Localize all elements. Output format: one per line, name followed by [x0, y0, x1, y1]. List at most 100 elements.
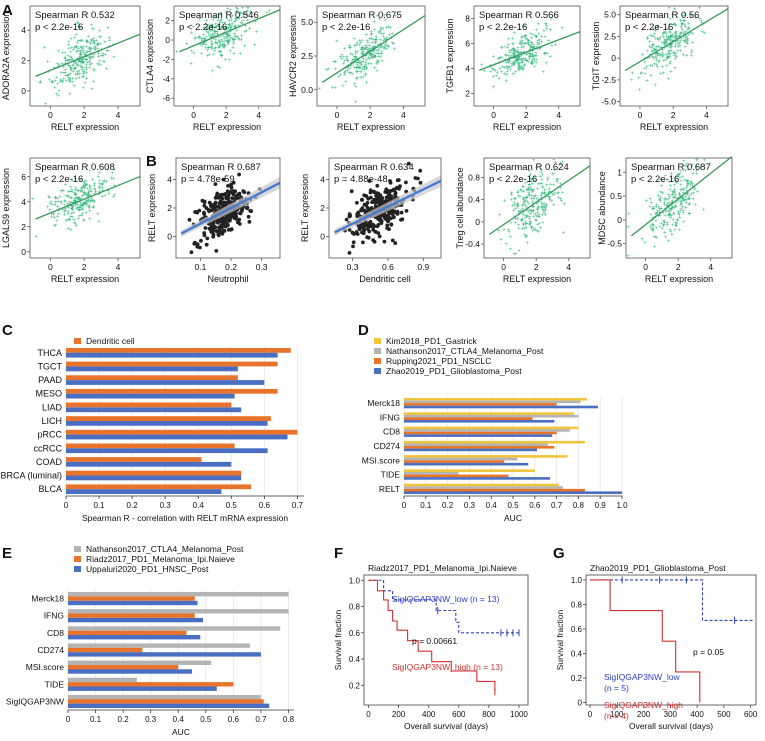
data-point: +: [374, 40, 378, 46]
data-point: +: [508, 59, 512, 65]
data-point: +: [671, 193, 675, 199]
data-point: +: [375, 61, 379, 67]
data-point: +: [365, 39, 369, 45]
data-point: +: [380, 59, 384, 65]
y-tick-label: 2: [320, 203, 325, 213]
data-point: [229, 185, 234, 190]
data-point: +: [317, 86, 321, 92]
data-point: [194, 210, 198, 214]
data-point: +: [76, 196, 80, 202]
data-point: +: [537, 22, 541, 28]
data-point: +: [506, 70, 510, 76]
data-point: +: [83, 192, 87, 198]
data-point: +: [368, 44, 372, 50]
data-point: +: [560, 160, 564, 166]
data-point: +: [521, 211, 525, 217]
data-point: [362, 208, 367, 213]
data-point: +: [63, 203, 67, 209]
data-point: +: [688, 202, 692, 208]
x-tick-label: 0.3: [464, 501, 476, 510]
y-tick-label: 0: [611, 53, 616, 63]
data-point: +: [702, 21, 706, 27]
data-point: +: [75, 40, 79, 46]
data-point: +: [96, 42, 100, 48]
data-point: +: [532, 43, 536, 49]
data-point: +: [77, 188, 81, 194]
data-point: [246, 214, 251, 219]
data-point: [231, 180, 236, 185]
data-point: +: [190, 30, 194, 36]
data-point: +: [349, 46, 353, 52]
data-point: +: [62, 77, 66, 83]
data-point: +: [502, 228, 506, 234]
data-point: +: [229, 30, 233, 36]
data-point: +: [514, 56, 518, 62]
data-point: +: [533, 179, 537, 185]
data-point: +: [112, 177, 116, 183]
data-point: +: [531, 182, 535, 188]
data-point: +: [517, 194, 521, 200]
data-point: +: [91, 178, 95, 184]
data-point: +: [221, 40, 225, 46]
data-point: +: [108, 38, 112, 44]
group-count-label: (n = 5): [604, 683, 629, 693]
data-point: +: [522, 223, 526, 229]
data-point: +: [86, 199, 90, 205]
y-tick-label: 0.0: [301, 85, 313, 95]
data-point: +: [87, 190, 91, 196]
category-label: MSI.score: [26, 662, 65, 672]
data-point: +: [521, 67, 525, 73]
data-point: +: [518, 195, 522, 201]
data-point: +: [537, 205, 541, 211]
data-point: [347, 251, 352, 255]
data-point: +: [361, 67, 365, 73]
data-point: +: [678, 216, 682, 222]
data-point: +: [368, 37, 372, 43]
data-point: +: [513, 52, 517, 58]
data-point: +: [666, 50, 670, 56]
category-label: BLCA: [38, 484, 62, 494]
data-point: +: [233, 38, 237, 44]
data-point: +: [675, 174, 679, 180]
data-point: +: [56, 197, 60, 203]
data-point: +: [235, 35, 239, 41]
data-point: +: [667, 37, 671, 43]
bar-prcc-s1: [66, 434, 288, 440]
data-point: +: [375, 38, 379, 44]
data-point: +: [666, 37, 670, 43]
data-point: +: [379, 28, 383, 34]
data-point: [242, 190, 247, 195]
data-point: +: [542, 208, 546, 214]
correlation-title: Spearman R 0.56: [625, 10, 699, 21]
data-point: +: [680, 201, 684, 207]
data-point: +: [501, 65, 505, 71]
data-point: +: [682, 197, 686, 203]
data-point: +: [359, 62, 363, 68]
data-point: +: [689, 180, 693, 186]
data-point: +: [552, 193, 556, 199]
data-point: +: [382, 46, 386, 52]
panel-label-g: G: [553, 545, 565, 562]
data-point: +: [227, 38, 231, 44]
data-point: +: [679, 32, 683, 38]
panel-label-d: D: [358, 322, 369, 339]
data-point: +: [519, 57, 523, 63]
y-tick-label: 1.0: [349, 576, 361, 585]
data-point: +: [665, 41, 669, 47]
data-point: [226, 184, 230, 188]
data-point: +: [650, 200, 654, 206]
data-point: +: [656, 51, 660, 57]
data-point: +: [225, 16, 229, 22]
data-point: +: [80, 39, 84, 45]
data-point: +: [84, 184, 88, 190]
data-point: +: [516, 191, 520, 197]
data-point: +: [216, 24, 220, 30]
data-point: +: [666, 55, 670, 61]
p-value-label: p < 2.2e-16: [35, 174, 83, 185]
data-point: +: [662, 223, 666, 229]
data-point: +: [359, 75, 363, 81]
data-point: +: [672, 50, 676, 56]
data-point: +: [87, 205, 91, 211]
data-point: +: [81, 58, 85, 64]
data-point: +: [522, 201, 526, 207]
